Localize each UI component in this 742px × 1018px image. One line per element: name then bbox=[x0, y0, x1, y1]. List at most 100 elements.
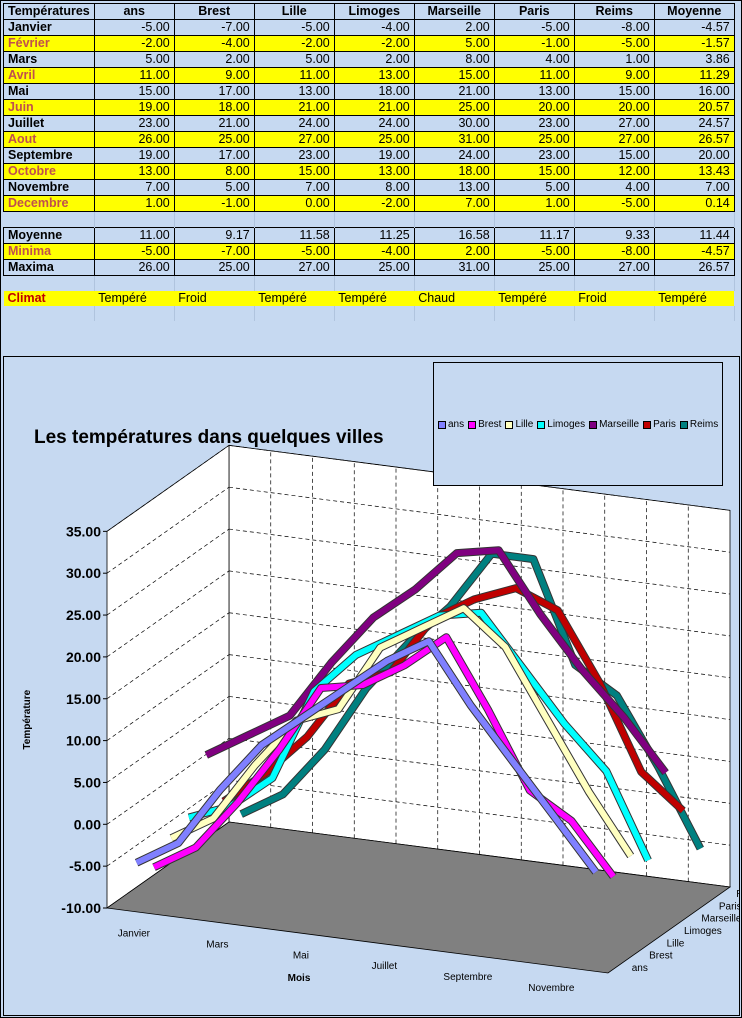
cell-value[interactable]: -7.00 bbox=[173, 19, 255, 36]
cell-value[interactable]: -4.00 bbox=[333, 243, 415, 260]
cell-value[interactable]: 8.00 bbox=[173, 163, 255, 180]
legend-entry[interactable]: Lille bbox=[505, 419, 533, 430]
cell-value[interactable]: 25.00 bbox=[413, 99, 495, 116]
legend-entry[interactable]: Reims bbox=[679, 419, 718, 430]
column-header[interactable]: Reims bbox=[573, 3, 655, 20]
empty-cell[interactable] bbox=[94, 275, 175, 291]
cell-value[interactable]: 25.00 bbox=[493, 259, 575, 276]
cell-value[interactable]: 18.00 bbox=[413, 163, 495, 180]
climat-value[interactable]: Tempéré bbox=[494, 291, 575, 306]
empty-cell[interactable] bbox=[334, 211, 415, 228]
cell-value[interactable]: 18.00 bbox=[333, 83, 415, 100]
cell-value[interactable]: 9.17 bbox=[173, 227, 255, 244]
cell-value[interactable]: 7.00 bbox=[413, 195, 495, 212]
cell-value[interactable]: 9.00 bbox=[173, 67, 255, 84]
cell-value[interactable]: 25.00 bbox=[493, 131, 575, 148]
cell-value[interactable]: 17.00 bbox=[173, 147, 255, 164]
cell-value[interactable]: -7.00 bbox=[173, 243, 255, 260]
cell-value[interactable]: 21.00 bbox=[333, 99, 415, 116]
empty-cell[interactable] bbox=[494, 306, 575, 321]
cell-value[interactable]: 0.00 bbox=[253, 195, 335, 212]
cell-value[interactable]: 4.00 bbox=[573, 179, 655, 196]
cell-value[interactable]: 24.57 bbox=[653, 115, 735, 132]
cell-value[interactable]: 15.00 bbox=[573, 147, 655, 164]
cell-value[interactable]: 4.00 bbox=[493, 51, 575, 68]
cell-value[interactable]: 8.00 bbox=[333, 179, 415, 196]
cell-value[interactable]: 7.00 bbox=[253, 179, 335, 196]
cell-value[interactable]: -5.00 bbox=[253, 19, 335, 36]
row-label[interactable]: Janvier bbox=[3, 19, 95, 36]
cell-value[interactable]: -5.00 bbox=[493, 19, 575, 36]
row-label[interactable]: Aout bbox=[3, 131, 95, 148]
cell-value[interactable]: 26.57 bbox=[653, 259, 735, 276]
cell-value[interactable]: 31.00 bbox=[413, 259, 495, 276]
row-label[interactable]: Minima bbox=[3, 243, 95, 260]
cell-value[interactable]: 27.00 bbox=[253, 131, 335, 148]
cell-value[interactable]: 8.00 bbox=[413, 51, 495, 68]
cell-value[interactable]: -5.00 bbox=[573, 195, 655, 212]
row-label[interactable]: Juin bbox=[3, 99, 95, 116]
row-label[interactable]: Climat bbox=[3, 291, 95, 306]
column-header[interactable]: Moyenne bbox=[653, 3, 735, 20]
cell-value[interactable]: 23.00 bbox=[493, 115, 575, 132]
column-header[interactable]: Brest bbox=[173, 3, 255, 20]
cell-value[interactable]: 1.00 bbox=[493, 195, 575, 212]
cell-value[interactable]: 13.00 bbox=[333, 67, 415, 84]
chart-legend[interactable]: ans Brest Lille Limoges Marseille Paris Reims bbox=[433, 362, 723, 486]
climat-value[interactable]: Tempéré bbox=[334, 291, 415, 306]
climat-value[interactable]: Tempéré bbox=[654, 291, 735, 306]
cell-value[interactable]: 11.00 bbox=[93, 227, 175, 244]
cell-value[interactable]: 11.44 bbox=[653, 227, 735, 244]
cell-value[interactable]: 7.00 bbox=[93, 179, 175, 196]
cell-value[interactable]: 17.00 bbox=[173, 83, 255, 100]
cell-value[interactable]: 11.00 bbox=[93, 67, 175, 84]
cell-value[interactable]: 25.00 bbox=[333, 131, 415, 148]
row-label[interactable]: Decembre bbox=[3, 195, 95, 212]
column-header[interactable]: Limoges bbox=[333, 3, 415, 20]
cell-value[interactable]: 23.00 bbox=[93, 115, 175, 132]
cell-value[interactable]: -8.00 bbox=[573, 243, 655, 260]
cell-value[interactable]: 23.00 bbox=[253, 147, 335, 164]
cell-value[interactable]: -5.00 bbox=[253, 243, 335, 260]
cell-value[interactable]: 19.00 bbox=[333, 147, 415, 164]
cell-value[interactable]: 11.00 bbox=[253, 67, 335, 84]
empty-cell[interactable] bbox=[574, 275, 655, 291]
empty-cell[interactable] bbox=[574, 306, 655, 321]
legend-entry[interactable]: Brest bbox=[468, 419, 501, 430]
cell-value[interactable]: 7.00 bbox=[653, 179, 735, 196]
climat-value[interactable]: Chaud bbox=[414, 291, 495, 306]
row-label[interactable]: Juillet bbox=[3, 115, 95, 132]
cell-value[interactable]: 25.00 bbox=[333, 259, 415, 276]
legend-entry[interactable]: Limoges bbox=[537, 419, 585, 430]
cell-value[interactable]: 12.00 bbox=[573, 163, 655, 180]
cell-value[interactable]: -1.00 bbox=[493, 35, 575, 52]
cell-value[interactable]: 11.25 bbox=[333, 227, 415, 244]
empty-cell[interactable] bbox=[174, 306, 255, 321]
cell-value[interactable]: 27.00 bbox=[253, 259, 335, 276]
cell-value[interactable]: 26.00 bbox=[93, 131, 175, 148]
cell-value[interactable]: 2.00 bbox=[173, 51, 255, 68]
chart-area[interactable]: 35.00 30.00 25.00 20.00 15.00 10.00 5.00 0.00 -5… bbox=[3, 356, 740, 1016]
cell-value[interactable]: 0.14 bbox=[653, 195, 735, 212]
cell-value[interactable]: 30.00 bbox=[413, 115, 495, 132]
column-header[interactable]: ans bbox=[93, 3, 175, 20]
cell-value[interactable]: -1.57 bbox=[653, 35, 735, 52]
empty-cell[interactable] bbox=[174, 211, 255, 228]
cell-value[interactable]: 11.17 bbox=[493, 227, 575, 244]
empty-cell[interactable] bbox=[414, 211, 495, 228]
cell-value[interactable]: 5.00 bbox=[173, 179, 255, 196]
cell-value[interactable]: 5.00 bbox=[93, 51, 175, 68]
cell-value[interactable]: 2.00 bbox=[333, 51, 415, 68]
cell-value[interactable]: 19.00 bbox=[93, 99, 175, 116]
empty-cell[interactable] bbox=[654, 211, 735, 228]
cell-value[interactable]: 13.00 bbox=[493, 83, 575, 100]
cell-value[interactable]: 2.00 bbox=[413, 19, 495, 36]
cell-value[interactable]: -4.57 bbox=[653, 243, 735, 260]
column-header[interactable]: Températures bbox=[3, 3, 95, 20]
cell-value[interactable]: 5.00 bbox=[413, 35, 495, 52]
cell-value[interactable]: 13.00 bbox=[413, 179, 495, 196]
cell-value[interactable]: 23.00 bbox=[493, 147, 575, 164]
cell-value[interactable]: 1.00 bbox=[573, 51, 655, 68]
empty-cell[interactable] bbox=[254, 211, 335, 228]
empty-cell[interactable] bbox=[654, 275, 735, 291]
